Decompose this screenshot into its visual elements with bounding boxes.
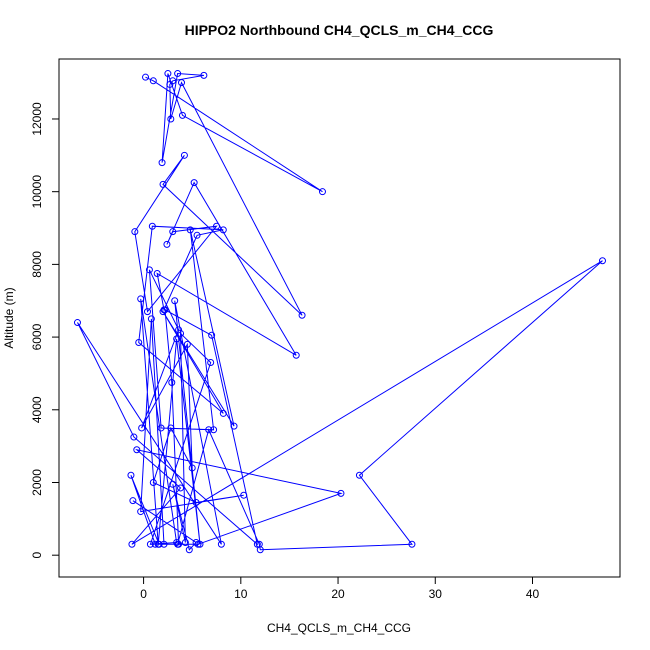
data-point (153, 269, 161, 277)
data-point (177, 329, 185, 337)
data-point (137, 295, 145, 303)
data-point (185, 546, 193, 554)
data-point (194, 540, 202, 548)
data-point (145, 266, 153, 274)
data-point (240, 491, 248, 499)
data-point (151, 540, 159, 548)
data-point (130, 433, 138, 441)
data-point (217, 540, 225, 548)
data-point (230, 422, 238, 430)
data-point (171, 297, 179, 305)
x-tick-label: 40 (526, 587, 540, 601)
chart-title: HIPPO2 Northbound CH4_QCLS_m_CH4_CCG (185, 22, 494, 38)
data-point (213, 222, 221, 230)
data-point (164, 70, 172, 78)
data-point (169, 228, 177, 236)
x-tick-label: 10 (234, 587, 248, 601)
data-point (138, 424, 146, 432)
data-point (168, 379, 176, 387)
data-point (154, 540, 162, 548)
x-axis: 0 10 20 30 40 (140, 576, 540, 601)
data-point (148, 222, 156, 230)
data-point (337, 489, 345, 497)
data-point (159, 180, 167, 188)
data-point (355, 471, 363, 479)
x-tick-label: 20 (331, 587, 345, 601)
data-point (207, 359, 215, 367)
data-point (157, 424, 165, 432)
y-axis: 0 2000 4000 6000 8000 10000 12000 (30, 102, 60, 559)
data-point (159, 308, 167, 316)
data-point (183, 340, 191, 348)
data-point (219, 409, 227, 417)
series-line (77, 72, 603, 551)
y-axis-label: Altitude (m) (2, 287, 16, 348)
data-point (133, 446, 141, 454)
data-point (253, 540, 261, 548)
y-tick-label: 2000 (30, 469, 44, 496)
data-point (143, 308, 151, 316)
data-point (292, 351, 300, 359)
data-point (181, 538, 189, 546)
data-point (408, 540, 416, 548)
data-point (167, 115, 175, 123)
data-point (161, 306, 169, 314)
data-point (178, 111, 186, 119)
x-axis-label: CH4_QCLS_m_CH4_CCG (267, 621, 411, 635)
data-point (175, 326, 183, 334)
data-point (177, 484, 185, 492)
data-point (208, 331, 216, 339)
data-point (173, 335, 181, 343)
data-point (147, 315, 155, 323)
series-points (73, 70, 606, 554)
data-point (598, 257, 606, 265)
data-point (200, 71, 208, 79)
data-point (158, 159, 166, 167)
data-point (137, 508, 145, 516)
data-point (190, 179, 198, 187)
data-point (163, 240, 171, 248)
x-tick-label: 0 (140, 587, 147, 601)
y-tick-label: 10000 (30, 175, 44, 209)
data-point (73, 319, 81, 327)
data-point (188, 464, 196, 472)
data-point (178, 79, 186, 87)
data-point (186, 226, 194, 234)
y-tick-label: 6000 (30, 323, 44, 350)
data-point (128, 540, 136, 548)
x-tick-label: 30 (429, 587, 443, 601)
data-point (173, 538, 181, 546)
data-point (135, 339, 143, 347)
data-point (192, 498, 200, 506)
data-point (196, 540, 204, 548)
data-point (149, 478, 157, 486)
data-point (205, 426, 213, 434)
data-point (219, 226, 227, 234)
data-point (192, 538, 200, 546)
data-point (175, 540, 183, 548)
y-tick-label: 0 (30, 552, 44, 559)
data-point (166, 80, 174, 88)
data-point (129, 497, 137, 505)
data-point (131, 228, 139, 236)
data-point (174, 70, 182, 78)
data-point (146, 540, 154, 548)
data-point (142, 73, 150, 81)
data-point (180, 151, 188, 159)
data-point (298, 311, 306, 319)
data-point (127, 471, 135, 479)
y-tick-label: 8000 (30, 251, 44, 278)
data-point (169, 480, 177, 488)
y-tick-label: 4000 (30, 396, 44, 423)
data-point (167, 424, 175, 432)
data-point (318, 188, 326, 196)
data-point (149, 77, 157, 85)
data-point (193, 231, 201, 239)
y-tick-label: 12000 (30, 102, 44, 136)
data-point (210, 426, 218, 434)
data-point (256, 546, 264, 554)
